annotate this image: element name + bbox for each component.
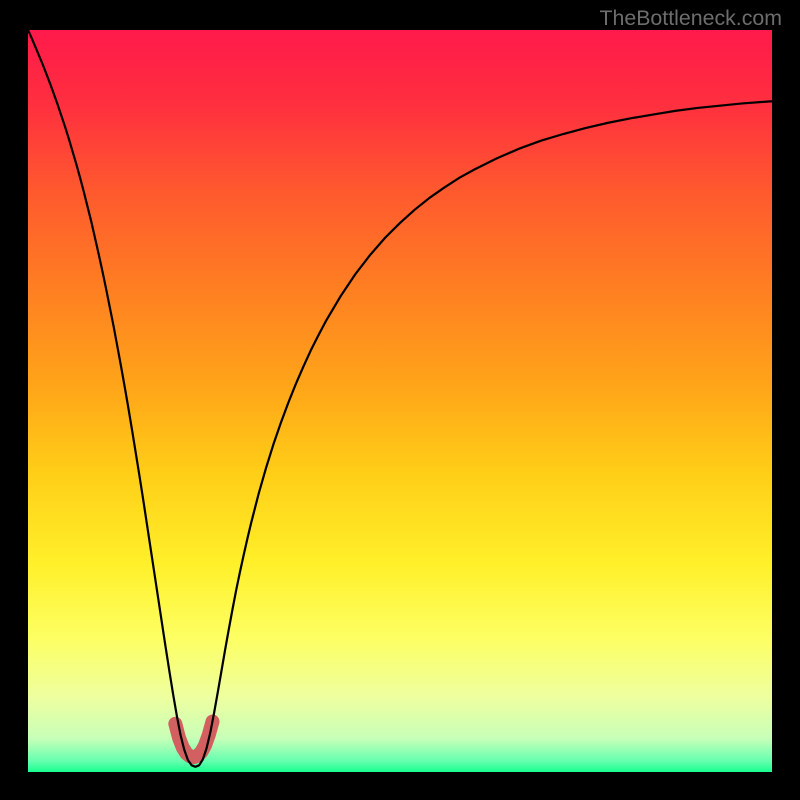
chart-stage: TheBottleneck.com — [0, 0, 800, 800]
bottleneck-chart — [0, 0, 800, 800]
chart-plot-bg — [28, 30, 772, 772]
